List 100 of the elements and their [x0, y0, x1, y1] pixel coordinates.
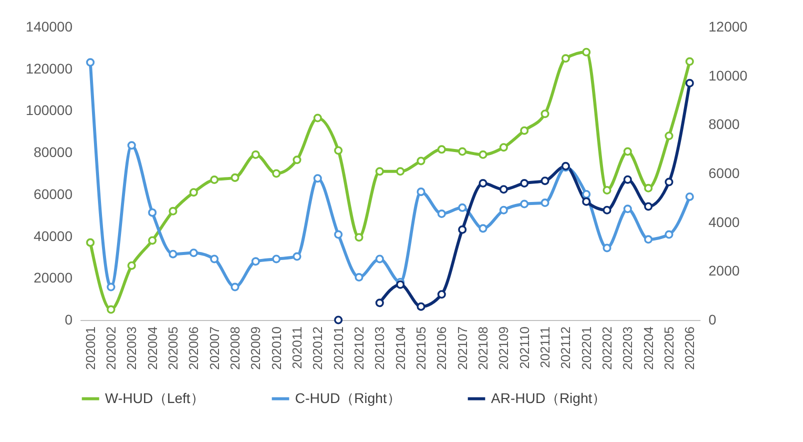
x-tick-label: 202205	[662, 326, 676, 370]
point	[354, 273, 364, 282]
y-tick-label: 100000	[26, 102, 73, 118]
point	[272, 169, 281, 178]
point	[313, 114, 322, 122]
x-tick-label: 202006	[186, 326, 202, 370]
point	[499, 143, 508, 152]
point	[540, 198, 550, 208]
point	[334, 230, 343, 239]
x-tick-label: 202103	[372, 326, 388, 370]
point	[272, 254, 281, 264]
point	[623, 175, 632, 184]
point	[602, 244, 612, 252]
point	[230, 173, 240, 182]
x-tick-label: 202105	[414, 326, 428, 370]
point	[685, 78, 694, 88]
point	[437, 145, 446, 154]
x-tick-label: 202108	[476, 326, 490, 370]
point	[478, 150, 488, 159]
y2-tick-label: 6000	[708, 165, 740, 181]
x-tick-label: 202206	[682, 326, 698, 370]
point	[664, 132, 674, 140]
y-tick-label: 80000	[34, 144, 73, 160]
x-tick-label: 202202	[600, 326, 614, 370]
point	[416, 188, 426, 196]
x-tick-label: 202101	[330, 326, 346, 370]
legend-label: AR-HUD（Right）	[491, 390, 606, 406]
point	[189, 248, 198, 258]
x-tick-label: 202102	[352, 326, 366, 370]
point	[210, 176, 219, 184]
point	[437, 210, 446, 218]
x-tick-label: 202106	[434, 326, 450, 370]
point	[478, 224, 488, 233]
x-tick-label: 202008	[228, 326, 242, 370]
point	[520, 126, 529, 135]
x-tick-label: 202111	[538, 326, 552, 368]
point	[644, 202, 653, 211]
point	[623, 147, 632, 156]
point	[251, 150, 260, 159]
y2-tick-label: 10000	[708, 67, 748, 84]
x-tick-label: 202003	[124, 326, 140, 370]
point	[251, 257, 260, 266]
y-tick-label: 40000	[34, 228, 73, 244]
point	[540, 110, 550, 118]
point	[86, 238, 95, 247]
point	[499, 206, 508, 214]
point	[396, 167, 405, 176]
point	[685, 57, 694, 66]
point	[148, 208, 157, 217]
point	[334, 316, 343, 324]
point	[375, 298, 384, 308]
point	[292, 156, 302, 164]
point	[499, 185, 508, 194]
point	[458, 147, 467, 156]
point	[478, 179, 488, 188]
point	[313, 174, 322, 183]
x-tick-label: 202204	[640, 326, 656, 370]
x-tick-label: 202110	[516, 326, 532, 369]
x-tick-label: 202002	[104, 326, 118, 370]
point	[375, 254, 384, 264]
y-tick-label: 0	[64, 312, 73, 328]
x-tick-label: 202109	[496, 326, 512, 370]
x-tick-label: 202201	[578, 326, 594, 370]
x-tick-label: 202112	[558, 326, 574, 369]
x-tick-label: 202010	[268, 326, 284, 370]
point	[416, 156, 426, 166]
y2-tick-label: 8000	[708, 116, 740, 132]
point	[644, 235, 653, 244]
point	[458, 203, 467, 212]
point	[375, 167, 384, 176]
point	[602, 186, 612, 194]
point	[292, 252, 302, 261]
point	[602, 206, 612, 214]
point	[644, 184, 653, 192]
point	[396, 280, 405, 289]
point	[623, 204, 632, 214]
x-tick-label: 202011	[290, 326, 304, 369]
y2-tick-label: 2000	[708, 262, 740, 279]
x-tick-label: 202005	[166, 326, 180, 370]
y-tick-label: 20000	[34, 270, 73, 286]
x-tick-label: 202009	[248, 326, 264, 370]
point	[127, 261, 136, 270]
point	[416, 302, 426, 311]
y2-tick-label: 0	[708, 312, 716, 328]
point	[582, 48, 591, 56]
point	[458, 225, 467, 234]
point	[664, 230, 674, 239]
point	[582, 190, 591, 198]
point	[685, 192, 694, 201]
x-tick-label: 202203	[620, 326, 636, 370]
point	[86, 58, 95, 67]
point	[520, 179, 529, 188]
point	[437, 290, 446, 299]
y-tick-label: 140000	[26, 18, 73, 34]
point	[168, 250, 178, 258]
y2-tick-label: 4000	[708, 214, 740, 230]
point	[334, 146, 343, 155]
point	[561, 54, 570, 63]
point	[664, 178, 674, 186]
point	[127, 141, 136, 150]
